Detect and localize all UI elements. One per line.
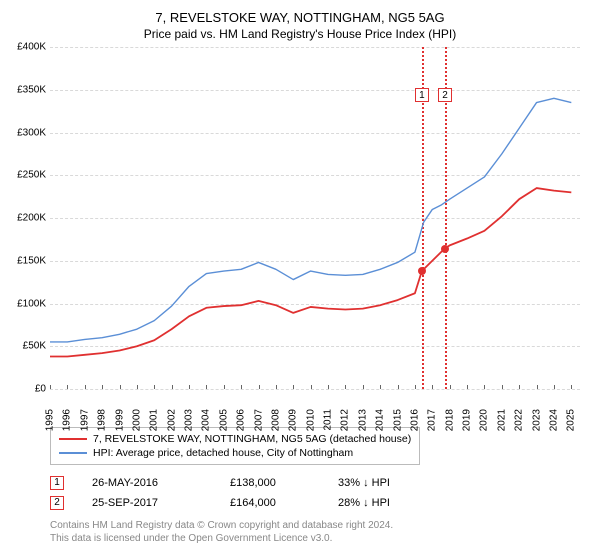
chart-title-address: 7, REVELSTOKE WAY, NOTTINGHAM, NG5 5AG xyxy=(10,8,590,25)
footer-attribution: Contains HM Land Registry data © Crown c… xyxy=(50,519,590,545)
y-axis-label: £400K xyxy=(17,42,50,53)
x-axis-label: 2013 xyxy=(357,409,368,431)
x-axis-label: 2009 xyxy=(288,409,299,431)
y-axis-label: £150K xyxy=(17,255,50,266)
footer-line-2: This data is licensed under the Open Gov… xyxy=(50,532,590,545)
x-axis-label: 2010 xyxy=(305,409,316,431)
chart-container: 7, REVELSTOKE WAY, NOTTINGHAM, NG5 5AG P… xyxy=(0,0,600,551)
legend-swatch xyxy=(59,452,87,454)
legend-row: 7, REVELSTOKE WAY, NOTTINGHAM, NG5 5AG (… xyxy=(59,432,411,446)
sale-price: £138,000 xyxy=(230,477,310,489)
legend-label: 7, REVELSTOKE WAY, NOTTINGHAM, NG5 5AG (… xyxy=(93,433,411,445)
sale-price: £164,000 xyxy=(230,497,310,509)
x-axis-label: 2007 xyxy=(253,409,264,431)
x-axis-label: 2000 xyxy=(131,409,142,431)
x-axis-label: 1997 xyxy=(79,409,90,431)
legend-swatch xyxy=(59,438,87,440)
legend-label: HPI: Average price, detached house, City… xyxy=(93,447,353,459)
sale-row: 1 26-MAY-2016 £138,000 33% ↓ HPI xyxy=(50,473,590,493)
x-axis-label: 2017 xyxy=(427,409,438,431)
y-axis-label: £100K xyxy=(17,298,50,309)
sale-marker-box: 2 xyxy=(438,88,452,102)
sale-marker-box: 1 xyxy=(415,88,429,102)
x-axis-label: 2006 xyxy=(236,409,247,431)
x-axis-label: 1996 xyxy=(62,409,73,431)
x-axis-label: 2020 xyxy=(479,409,490,431)
x-axis-label: 2005 xyxy=(218,409,229,431)
y-axis-label: £250K xyxy=(17,170,50,181)
x-axis-label: 1995 xyxy=(45,409,56,431)
sale-row-marker: 1 xyxy=(50,476,64,490)
x-axis-label: 2023 xyxy=(531,409,542,431)
y-axis-label: £350K xyxy=(17,84,50,95)
x-axis-label: 2002 xyxy=(166,409,177,431)
x-axis-label: 2021 xyxy=(496,409,507,431)
x-axis-label: 2025 xyxy=(566,409,577,431)
x-axis-label: 2015 xyxy=(392,409,403,431)
sale-point xyxy=(418,267,426,275)
y-axis-label: £200K xyxy=(17,213,50,224)
x-axis-label: 2008 xyxy=(270,409,281,431)
footer-line-1: Contains HM Land Registry data © Crown c… xyxy=(50,519,590,532)
x-axis-label: 2003 xyxy=(184,409,195,431)
line-layer xyxy=(50,47,580,389)
x-axis-label: 2001 xyxy=(149,409,160,431)
plot-area: £0£50K£100K£150K£200K£250K£300K£350K£400… xyxy=(50,47,580,417)
y-axis-label: £300K xyxy=(17,127,50,138)
sale-point xyxy=(441,245,449,253)
x-axis-label: 1998 xyxy=(97,409,108,431)
x-axis-label: 1999 xyxy=(114,409,125,431)
gridline xyxy=(50,389,580,390)
x-axis-label: 2016 xyxy=(409,409,420,431)
x-axis-label: 2004 xyxy=(201,409,212,431)
x-axis-label: 2012 xyxy=(340,409,351,431)
sale-date: 26-MAY-2016 xyxy=(92,477,202,489)
x-axis-label: 2022 xyxy=(514,409,525,431)
legend-row: HPI: Average price, detached house, City… xyxy=(59,446,411,460)
sale-row: 2 25-SEP-2017 £164,000 28% ↓ HPI xyxy=(50,493,590,513)
sale-diff: 33% ↓ HPI xyxy=(338,477,428,489)
legend: 7, REVELSTOKE WAY, NOTTINGHAM, NG5 5AG (… xyxy=(50,427,420,465)
sale-row-marker: 2 xyxy=(50,496,64,510)
x-axis-label: 2014 xyxy=(375,409,386,431)
sale-diff: 28% ↓ HPI xyxy=(338,497,428,509)
chart-title-sub: Price paid vs. HM Land Registry's House … xyxy=(10,27,590,41)
sale-date: 25-SEP-2017 xyxy=(92,497,202,509)
x-axis-label: 2011 xyxy=(323,409,334,431)
series-hpi xyxy=(50,98,571,342)
y-axis-label: £0 xyxy=(35,384,50,395)
y-axis-label: £50K xyxy=(23,341,50,352)
sales-table: 1 26-MAY-2016 £138,000 33% ↓ HPI 2 25-SEP-201… xyxy=(50,473,590,513)
x-axis-label: 2018 xyxy=(444,409,455,431)
x-axis-label: 2024 xyxy=(548,409,559,431)
x-axis-label: 2019 xyxy=(462,409,473,431)
